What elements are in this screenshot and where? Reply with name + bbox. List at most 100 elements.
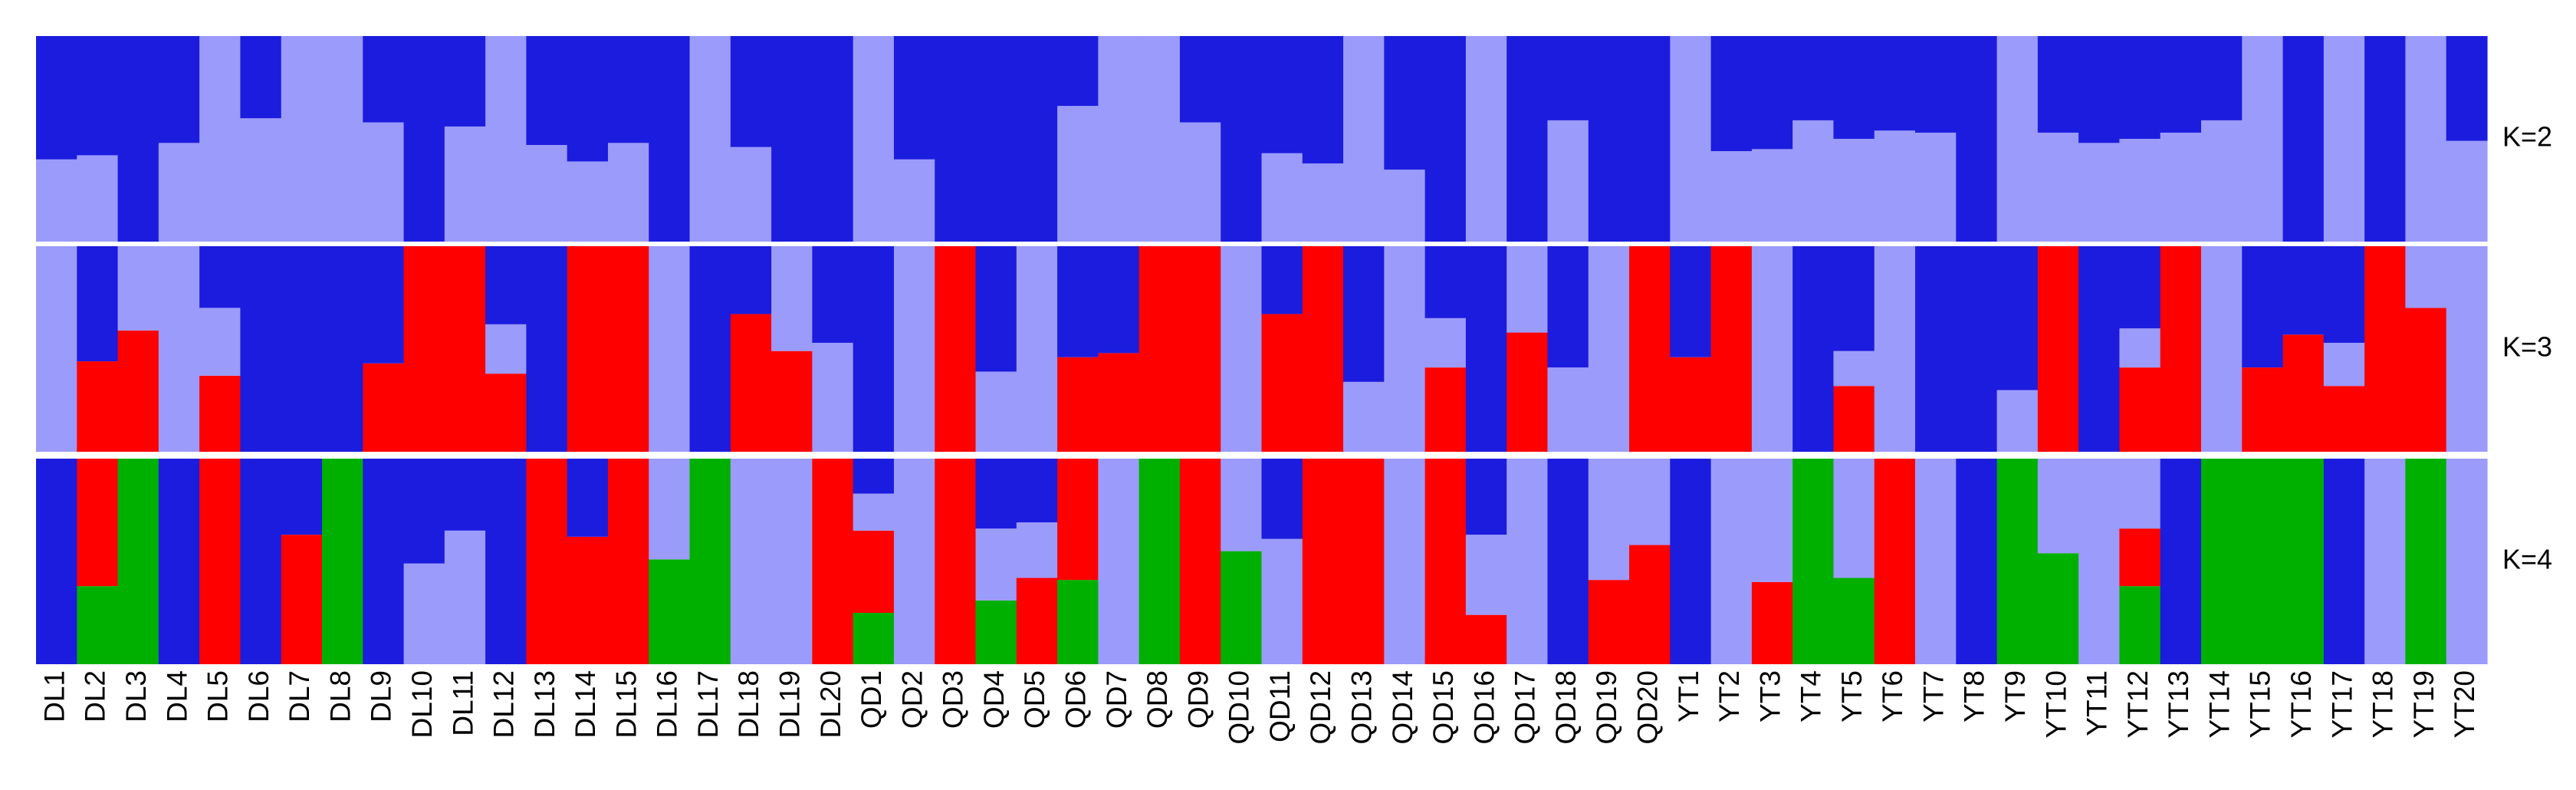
bar-segment — [1221, 459, 1263, 551]
bar-segment — [1179, 246, 1221, 452]
bar-segment — [158, 36, 200, 143]
bar-segment — [1302, 36, 1344, 164]
bar-segment — [526, 145, 568, 242]
bar-segment — [1956, 459, 1998, 664]
bar-segment — [1057, 36, 1099, 107]
x-tick-label: DL20 — [815, 670, 846, 738]
bar-segment — [36, 246, 77, 452]
bar-segment — [77, 246, 119, 362]
bar-segment — [2201, 120, 2242, 242]
bar-segment — [771, 36, 813, 242]
bar-segment — [853, 459, 895, 494]
bar-segment — [1833, 36, 1875, 139]
x-tick-label: YT10 — [2040, 670, 2072, 738]
bar-segment — [1710, 459, 1753, 664]
bar-segment — [1016, 36, 1058, 242]
bar-segment — [403, 459, 445, 564]
bar-segment — [935, 246, 977, 452]
x-tick-label: YT4 — [1796, 670, 1827, 723]
bar-segment — [1506, 332, 1549, 452]
bar-segment — [1915, 132, 1957, 242]
bar-segment — [2282, 36, 2325, 242]
bar-segment — [1915, 36, 1957, 133]
x-tick-label: YT2 — [1714, 670, 1745, 723]
bar-segment — [77, 361, 119, 452]
bar-segment — [1016, 522, 1058, 578]
bar-segment — [1057, 580, 1099, 664]
bar-segment — [2323, 459, 2365, 664]
bar-segment — [199, 36, 242, 242]
x-tick-label: DL3 — [120, 670, 152, 723]
bar-segment — [363, 246, 405, 364]
bar-segment — [2446, 36, 2488, 141]
bar-segment — [1138, 246, 1181, 452]
x-tick-label: YT19 — [2408, 670, 2440, 738]
x-tick-label: QD20 — [1631, 670, 1663, 745]
bar-segment — [2282, 246, 2325, 335]
bar-segment — [1833, 351, 1875, 387]
bar-segment — [2242, 459, 2284, 664]
bar-segment — [1792, 246, 1835, 452]
bar-segment — [853, 613, 895, 664]
bar-segment — [1956, 36, 1998, 242]
bar-segment — [1833, 139, 1875, 242]
x-tick-label: YT15 — [2245, 670, 2276, 738]
bar-segment — [893, 459, 935, 664]
x-tick-label: YT13 — [2163, 670, 2194, 738]
bar-segment — [1261, 153, 1303, 242]
bar-segment — [1751, 581, 1793, 664]
bar-segment — [1384, 459, 1426, 664]
bar-segment — [1057, 459, 1099, 581]
x-tick-label: DL12 — [488, 670, 520, 738]
bar-segment — [1221, 551, 1263, 664]
bar-segment — [1996, 390, 2039, 452]
bar-segment — [1424, 459, 1467, 664]
bar-segment — [1833, 246, 1875, 351]
x-tick-label: YT7 — [1917, 670, 1949, 723]
bar-segment — [1343, 381, 1385, 452]
bar-segment — [975, 600, 1017, 664]
bar-segment — [1996, 36, 2039, 242]
bar-segment — [730, 36, 772, 147]
x-tick-label: QD5 — [1019, 670, 1050, 729]
bar-segment — [2242, 367, 2284, 452]
bar-segment — [730, 246, 772, 314]
bar-segment — [526, 246, 568, 452]
bar-segment — [1016, 246, 1058, 452]
bar-segment — [117, 459, 159, 664]
bar-segment — [363, 122, 405, 242]
bar-segment — [2405, 308, 2447, 452]
bar-segment — [2323, 342, 2365, 387]
x-tick-label: QD8 — [1142, 670, 1173, 729]
x-tick-label: YT5 — [1836, 670, 1868, 723]
bar-segment — [321, 246, 363, 452]
x-tick-label: YT12 — [2122, 670, 2154, 738]
bar-segment — [363, 363, 405, 452]
bar-segment — [1751, 246, 1793, 452]
bar-segment — [893, 36, 935, 160]
bar-segment — [730, 314, 772, 452]
bar-segment — [771, 246, 813, 351]
bar-segment — [1874, 130, 1916, 242]
bar-segment — [607, 36, 649, 143]
bar-segment — [1424, 246, 1467, 318]
bar-segment — [1506, 459, 1549, 664]
bar-segment — [1261, 538, 1303, 664]
bar-segment — [567, 246, 609, 452]
bar-segment — [1465, 246, 1507, 452]
x-tick-label: QD1 — [856, 670, 887, 729]
bar-segment — [117, 330, 159, 452]
x-tick-label: DL8 — [324, 670, 356, 723]
bar-segment — [1588, 246, 1630, 452]
bar-segment — [1098, 459, 1140, 664]
bar-segment — [893, 159, 935, 242]
bar-segment — [1629, 459, 1671, 545]
bar-segment — [1670, 357, 1712, 452]
bar-segment — [1343, 246, 1385, 382]
bar-segment — [2119, 328, 2161, 368]
bar-segment — [567, 161, 609, 242]
bar-segment — [649, 36, 691, 242]
bar-segment — [1710, 246, 1753, 452]
x-tick-label: YT3 — [1754, 670, 1786, 723]
bar-segment — [567, 36, 609, 162]
